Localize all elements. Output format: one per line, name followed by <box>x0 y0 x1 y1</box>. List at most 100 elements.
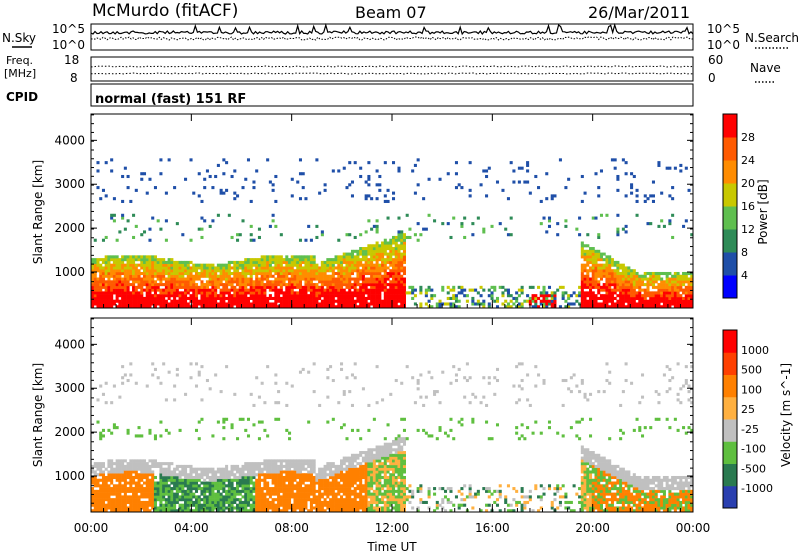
heatmap-cell <box>356 255 360 259</box>
heatmap-cell <box>687 302 691 306</box>
heatmap-cell <box>216 475 220 480</box>
heatmap-cell <box>249 271 253 276</box>
heatmap-cell <box>539 291 543 295</box>
heatmap-cell <box>580 269 584 273</box>
heatmap-cell <box>200 271 204 276</box>
heatmap-cell <box>676 296 680 300</box>
heatmap-cell <box>353 376 357 380</box>
heatmap-cell <box>151 258 155 262</box>
heatmap-cell <box>186 478 190 482</box>
heatmap-cell <box>638 305 642 309</box>
heatmap-cell <box>162 503 166 507</box>
heatmap-cell <box>203 500 207 504</box>
heatmap-cell <box>148 271 152 276</box>
heatmap-cell <box>627 288 631 292</box>
heatmap-cell <box>340 274 344 278</box>
heatmap-cell <box>266 464 270 468</box>
heatmap-cell <box>386 274 390 278</box>
heatmap-cell <box>236 233 240 237</box>
heatmap-cell <box>301 464 305 468</box>
heatmap-cell <box>452 305 456 309</box>
heatmap-cell <box>359 233 363 237</box>
heatmap-cell <box>214 305 218 309</box>
heatmap-cell <box>197 500 201 504</box>
heatmap-cell <box>307 473 311 477</box>
heatmap-cell <box>668 294 672 298</box>
heatmap-cell <box>148 288 152 292</box>
heatmap-cell <box>104 274 108 278</box>
heatmap-cell <box>222 191 226 195</box>
heatmap-cell <box>219 478 223 482</box>
heatmap-cell <box>211 500 215 504</box>
heatmap-cell <box>356 271 360 276</box>
heatmap-cell <box>104 161 108 165</box>
heatmap-cell <box>244 296 248 300</box>
heatmap-cell <box>181 487 185 491</box>
heatmap-cell <box>329 487 333 491</box>
heatmap-cell <box>282 459 286 463</box>
heatmap-cell <box>430 296 434 300</box>
heatmap-cell <box>246 492 251 496</box>
heatmap-cell <box>345 283 349 287</box>
heatmap-cell <box>356 274 360 278</box>
heatmap-cell <box>249 509 253 513</box>
heatmap-cell <box>230 506 234 510</box>
heatmap-cell <box>126 428 130 432</box>
heatmap-cell <box>162 269 166 273</box>
heatmap-cell <box>550 294 554 298</box>
heatmap-cell <box>167 431 171 435</box>
heatmap-cell <box>337 509 341 513</box>
heatmap-cell <box>386 288 390 292</box>
heatmap-cell <box>397 249 401 253</box>
heatmap-cell <box>331 487 335 491</box>
heatmap-cell <box>318 291 322 295</box>
heatmap-cell <box>257 235 261 240</box>
heatmap-cell <box>123 280 127 284</box>
heatmap-cell <box>649 294 653 298</box>
heatmap-cell <box>249 495 253 499</box>
heatmap-cell <box>345 475 349 480</box>
heatmap-cell <box>389 302 393 306</box>
heatmap-cell <box>255 305 259 309</box>
heatmap-cell <box>337 288 341 292</box>
heatmap-cell <box>345 252 349 256</box>
heatmap-cell <box>208 294 212 298</box>
heatmap-cell <box>583 294 587 298</box>
heatmap-cell <box>184 271 188 276</box>
heatmap-cell <box>586 271 590 276</box>
heatmap-cell <box>435 305 439 309</box>
heatmap-cell <box>186 484 190 488</box>
heatmap-cell <box>137 478 141 482</box>
heatmap-cell <box>342 283 346 287</box>
heatmap-cell <box>233 280 237 284</box>
heatmap-cell <box>367 258 371 262</box>
heatmap-cell <box>249 294 253 298</box>
heatmap-cell <box>337 475 341 480</box>
heatmap-cell <box>441 302 445 306</box>
heatmap-cell <box>134 381 138 385</box>
heatmap-cell <box>110 288 114 292</box>
heatmap-cell <box>101 188 105 192</box>
heatmap-cell <box>238 263 242 267</box>
heatmap-cell <box>285 462 289 466</box>
heatmap-cell <box>156 495 160 499</box>
heatmap-cell <box>205 509 209 513</box>
heatmap-cell <box>132 481 136 485</box>
heatmap-cell <box>137 258 141 262</box>
heatmap-cell <box>257 467 261 471</box>
heatmap-cell <box>668 305 672 309</box>
heatmap-cell <box>446 222 450 226</box>
heatmap-cell <box>189 487 193 491</box>
heatmap-cell <box>282 503 286 507</box>
heatmap-cell <box>101 258 105 262</box>
heatmap-cell <box>350 481 354 485</box>
heatmap-cell <box>249 288 253 292</box>
heatmap-cell <box>222 487 226 491</box>
heatmap-cell <box>134 459 138 463</box>
heatmap-cell <box>200 280 204 284</box>
heatmap-cell <box>378 280 382 284</box>
heatmap-cell <box>624 161 628 165</box>
heatmap-cell <box>660 219 664 223</box>
heatmap-cell <box>334 478 338 482</box>
heatmap-cell <box>274 299 278 303</box>
